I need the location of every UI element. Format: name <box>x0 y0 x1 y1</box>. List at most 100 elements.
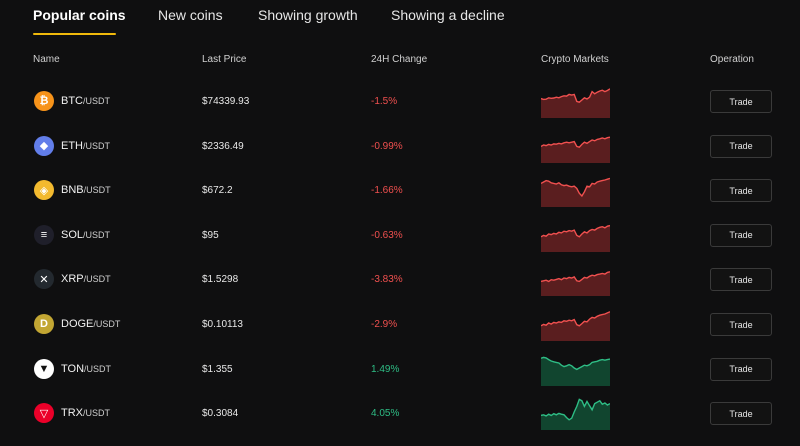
coin-base: XRP <box>61 273 84 286</box>
coin-pair: XRP/USDT <box>61 273 111 285</box>
header-crypto-markets: Crypto Markets <box>541 54 609 65</box>
market-sparkline <box>541 136 610 163</box>
trade-button[interactable]: Trade <box>710 268 772 292</box>
tab-new-coins[interactable]: New coins <box>158 7 223 23</box>
header-name: Name <box>33 54 60 65</box>
ton-icon: ▼ <box>34 358 54 379</box>
coin-pair: TRX/USDT <box>61 407 110 419</box>
market-sparkline <box>541 398 610 431</box>
change-24h: 1.49% <box>371 363 400 375</box>
sparkline-line <box>541 311 610 327</box>
coin-pair: SOL/USDT <box>61 229 110 241</box>
trade-button[interactable]: Trade <box>710 179 772 203</box>
coin-pair: TON/USDT <box>61 363 111 375</box>
table-row[interactable]: ◈ BNB/USDT $672.2 -1.66% Trade <box>0 168 800 213</box>
last-price: $95 <box>202 229 219 241</box>
sol-icon: ≡ <box>34 224 54 245</box>
table-row[interactable]: ✕ XRP/USDT $1.5298 -3.83% Trade <box>0 257 800 302</box>
table-row[interactable]: ₿ BTC/USDT $74339.93 -1.5% Trade <box>0 79 800 124</box>
market-sparkline <box>541 356 610 386</box>
sparkline-area <box>541 88 610 118</box>
market-sparkline <box>541 177 610 208</box>
last-price: $1.5298 <box>202 274 239 286</box>
table-header: Name Last Price 24H Change Crypto Market… <box>0 54 800 70</box>
coin-pair: DOGE/USDT <box>61 318 120 330</box>
trade-button[interactable]: Trade <box>710 402 772 426</box>
coin-base: SOL <box>61 228 84 241</box>
header-operation: Operation <box>710 54 754 65</box>
change-24h: -2.9% <box>371 319 398 330</box>
header-24h-change: 24H Change <box>371 54 428 65</box>
sparkline-line <box>541 177 610 198</box>
sparkline-line <box>541 88 610 103</box>
bnb-icon: ◈ <box>34 180 54 201</box>
coin-base: BNB <box>61 184 84 197</box>
tab-showing-decline[interactable]: Showing a decline <box>391 7 505 23</box>
coin-pair: BTC/USDT <box>61 95 110 107</box>
coin-base: TON <box>61 362 85 375</box>
btc-icon: ₿ <box>34 91 54 111</box>
active-tab-indicator <box>33 33 116 35</box>
sparkline-area <box>541 356 610 386</box>
change-24h: -1.5% <box>371 96 398 107</box>
market-sparkline <box>541 224 610 252</box>
coin-pair: ETH/USDT <box>61 140 110 152</box>
table-row[interactable]: ◆ ETH/USDT $2336.49 -0.99% Trade <box>0 124 800 169</box>
trade-button[interactable]: Trade <box>710 313 772 336</box>
tab-bar: Popular coins New coins Showing growth S… <box>0 0 800 36</box>
tab-popular-coins[interactable]: Popular coins <box>33 7 126 23</box>
header-last-price: Last Price <box>202 54 247 65</box>
table-row[interactable]: D DOGE/USDT $0.10113 -2.9% Trade <box>0 302 800 347</box>
coin-quote: /USDT <box>83 408 110 419</box>
sparkline-line <box>541 136 610 148</box>
trade-button[interactable]: Trade <box>710 223 772 247</box>
last-price: $0.10113 <box>202 319 243 330</box>
coin-base: TRX <box>61 407 83 420</box>
last-price: $74339.93 <box>202 96 250 107</box>
sparkline-line <box>541 398 610 421</box>
eth-icon: ◆ <box>34 135 54 156</box>
coin-quote: /USDT <box>83 185 111 196</box>
last-price: $2336.49 <box>202 140 244 152</box>
coin-base: DOGE <box>61 318 94 330</box>
sparkline-area <box>541 136 610 163</box>
sparkline-area <box>541 225 610 252</box>
market-sparkline <box>541 271 610 297</box>
table-row[interactable]: ≡ SOL/USDT $95 -0.63% Trade <box>0 213 800 258</box>
market-sparkline <box>541 88 610 118</box>
coin-quote: /USDT <box>83 140 110 151</box>
coin-quote: /USDT <box>83 229 111 240</box>
doge-icon: D <box>34 314 54 334</box>
sparkline-area <box>541 399 610 431</box>
xrp-icon: ✕ <box>34 269 54 290</box>
sparkline-area <box>541 272 610 297</box>
sparkline-area <box>541 178 610 208</box>
trx-icon: ▽ <box>34 403 54 424</box>
sparkline-line <box>541 356 610 370</box>
change-24h: -3.83% <box>371 274 403 286</box>
change-24h: -1.66% <box>371 185 403 197</box>
last-price: $1.355 <box>202 363 233 375</box>
last-price: $0.3084 <box>202 408 239 420</box>
coin-quote: /USDT <box>93 319 121 329</box>
coin-base: BTC <box>61 95 83 107</box>
last-price: $672.2 <box>202 185 233 197</box>
table-row[interactable]: ▼ TON/USDT $1.355 1.49% Trade <box>0 347 800 392</box>
trade-button[interactable]: Trade <box>710 134 772 158</box>
sparkline-line <box>541 224 610 238</box>
coin-pair: BNB/USDT <box>61 184 111 196</box>
change-24h: 4.05% <box>371 408 400 420</box>
trade-button[interactable]: Trade <box>710 357 772 381</box>
coin-quote: /USDT <box>83 274 111 285</box>
tab-showing-growth[interactable]: Showing growth <box>258 7 358 23</box>
coin-quote: /USDT <box>84 363 112 374</box>
coin-base: ETH <box>61 139 83 152</box>
coin-quote: /USDT <box>83 96 110 106</box>
market-sparkline <box>541 311 610 341</box>
sparkline-area <box>541 311 610 341</box>
table-row[interactable]: ▽ TRX/USDT $0.3084 4.05% Trade <box>0 391 800 436</box>
sparkline-line <box>541 271 610 283</box>
change-24h: -0.63% <box>371 229 403 241</box>
change-24h: -0.99% <box>371 140 403 152</box>
trade-button[interactable]: Trade <box>710 90 772 113</box>
